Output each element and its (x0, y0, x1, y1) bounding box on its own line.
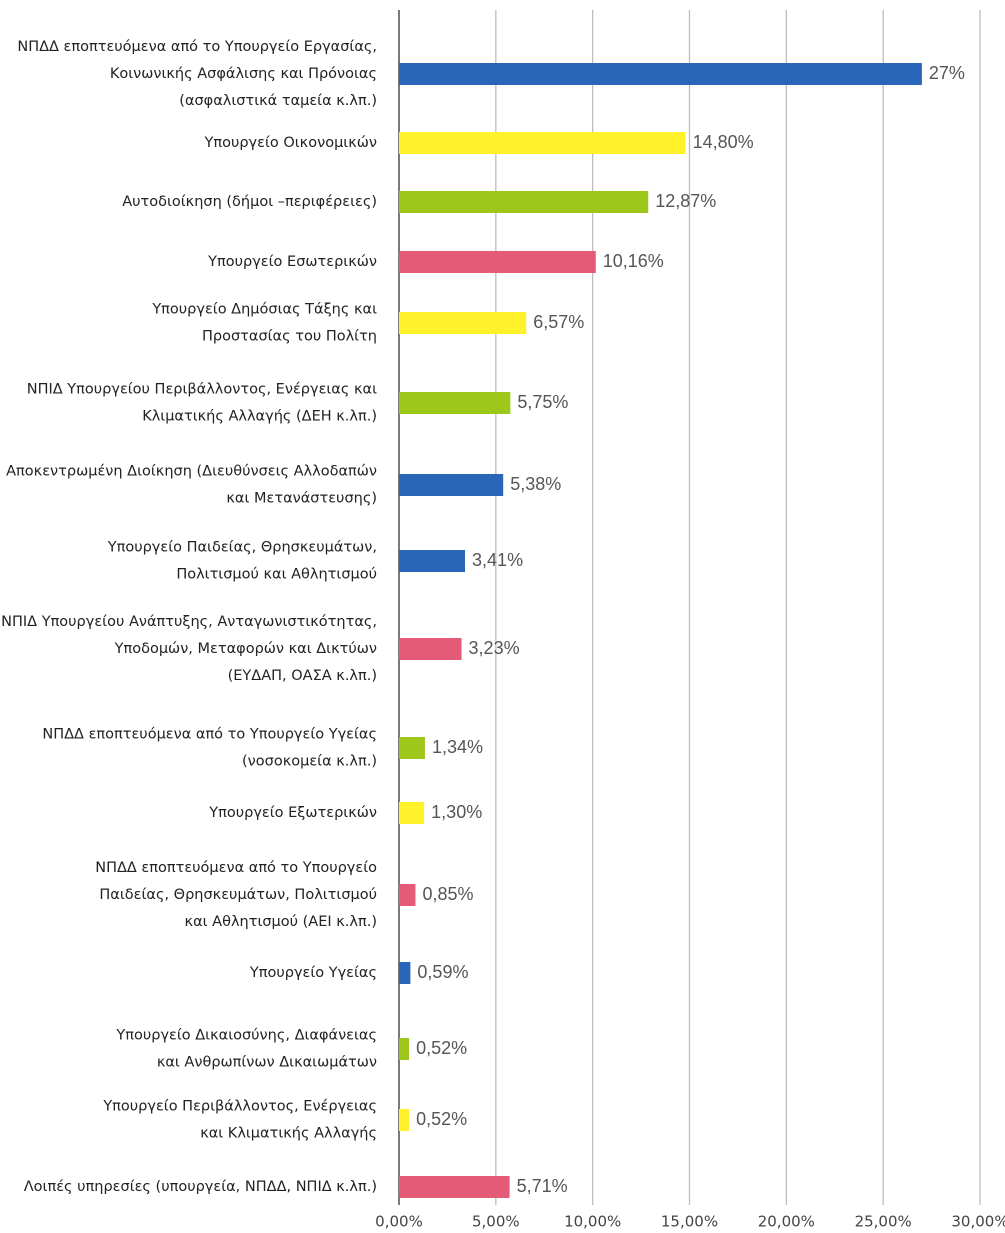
bar (399, 1038, 410, 1060)
bar (399, 312, 527, 334)
bar (399, 962, 411, 984)
value-label: 3,41% (472, 550, 523, 570)
value-label: 0,85% (422, 884, 473, 904)
value-label: 0,59% (417, 962, 468, 982)
category-label: και Μετανάστευσης) (226, 491, 377, 507)
category-label: Παιδείας, Θρησκευμάτων, Πολιτισμού (99, 887, 377, 903)
bar (399, 638, 462, 660)
value-label: 14,80% (693, 132, 754, 152)
category-label: ΝΠΙΔ Υπουργείου Περιβάλλοντος, Ενέργειας… (27, 382, 377, 398)
category-label: Λοιπές υπηρεσίες (υπουργεία, ΝΠΔΔ, ΝΠΙΔ … (24, 1179, 377, 1195)
bar (399, 737, 425, 759)
category-label: Υποδομών, Μεταφορών και Δικτύων (114, 641, 377, 657)
x-tick-label: 5,00% (472, 1213, 520, 1231)
value-label: 5,38% (510, 474, 561, 494)
category-label: Υπουργείο Εσωτερικών (207, 254, 377, 270)
value-label: 1,34% (432, 737, 483, 757)
category-label: (ασφαλιστικά ταμεία κ.λπ.) (179, 93, 377, 109)
bar (399, 1109, 410, 1131)
category-label: και Ανθρωπίνων Δικαιωμάτων (157, 1055, 377, 1071)
category-label: ΝΠΔΔ εποπτευόμενα από το Υπουργείο Υγεία… (42, 727, 377, 743)
category-label: Υπουργείο Εξωτερικών (208, 805, 377, 821)
category-label: Αποκεντρωμένη Διοίκηση (Διευθύνσεις Αλλο… (6, 464, 377, 480)
category-label: και Αθλητισμού (ΑΕΙ κ.λπ.) (185, 914, 377, 930)
value-label: 0,52% (416, 1038, 467, 1058)
value-label: 0,52% (416, 1109, 467, 1129)
x-tick-label: 10,00% (564, 1213, 621, 1231)
category-label: Υπουργείο Υγείας (249, 965, 377, 981)
category-label: Πολιτισμού και Αθλητισμού (176, 567, 377, 583)
bar (399, 550, 466, 572)
value-label: 12,87% (655, 191, 716, 211)
category-label: Αυτοδιοίκηση (δήμοι –περιφέρειες) (122, 194, 377, 210)
bar (399, 474, 504, 496)
value-label: 3,23% (469, 638, 520, 658)
bar (399, 1176, 510, 1198)
category-label: και Κλιματικής Αλλαγής (200, 1126, 377, 1142)
x-tick-label: 25,00% (855, 1213, 912, 1231)
bar (399, 802, 425, 824)
category-label: Προστασίας του Πολίτη (202, 329, 377, 345)
bar (399, 884, 416, 906)
x-tick-label: 30,00% (951, 1213, 1005, 1231)
bar (399, 132, 686, 154)
value-label: 10,16% (603, 251, 664, 271)
category-label: Υπουργείο Δικαιοσύνης, Διαφάνειας (115, 1028, 377, 1044)
bar (399, 392, 511, 414)
x-tick-label: 0,00% (375, 1213, 423, 1231)
category-label: Υπουργείο Παιδείας, Θρησκευμάτων, (107, 540, 377, 556)
category-label: ΝΠΔΔ εποπτευόμενα από το Υπουργείο (95, 860, 377, 876)
category-label: Υπουργείο Δημόσιας Τάξης και (151, 302, 377, 318)
category-label: (ΕΥΔΑΠ, ΟΑΣΑ κ.λπ.) (228, 668, 377, 684)
category-label: Κοινωνικής Ασφάλισης και Πρόνοιας (110, 66, 377, 82)
bar (399, 191, 649, 213)
value-label: 27% (929, 63, 965, 83)
category-label: Κλιματικής Αλλαγής (ΔΕΗ κ.λπ.) (142, 409, 377, 425)
value-label: 1,30% (431, 802, 482, 822)
bar (399, 251, 596, 273)
value-label: 5,75% (517, 392, 568, 412)
category-label: Υπουργείο Περιβάλλοντος, Ενέργειας (102, 1099, 377, 1115)
category-label: ΝΠΙΔ Υπουργείου Ανάπτυξης, Ανταγωνιστικό… (1, 614, 377, 630)
x-tick-label: 15,00% (661, 1213, 718, 1231)
bar (399, 63, 922, 85)
category-label: ΝΠΔΔ εποπτευόμενα από το Υπουργείο Εργασ… (17, 39, 377, 55)
category-label: Υπουργείο Οικονομικών (204, 135, 378, 151)
category-label: (νοσοκομεία κ.λπ.) (242, 754, 377, 770)
value-label: 5,71% (517, 1176, 568, 1196)
value-label: 6,57% (533, 312, 584, 332)
x-tick-label: 20,00% (758, 1213, 815, 1231)
